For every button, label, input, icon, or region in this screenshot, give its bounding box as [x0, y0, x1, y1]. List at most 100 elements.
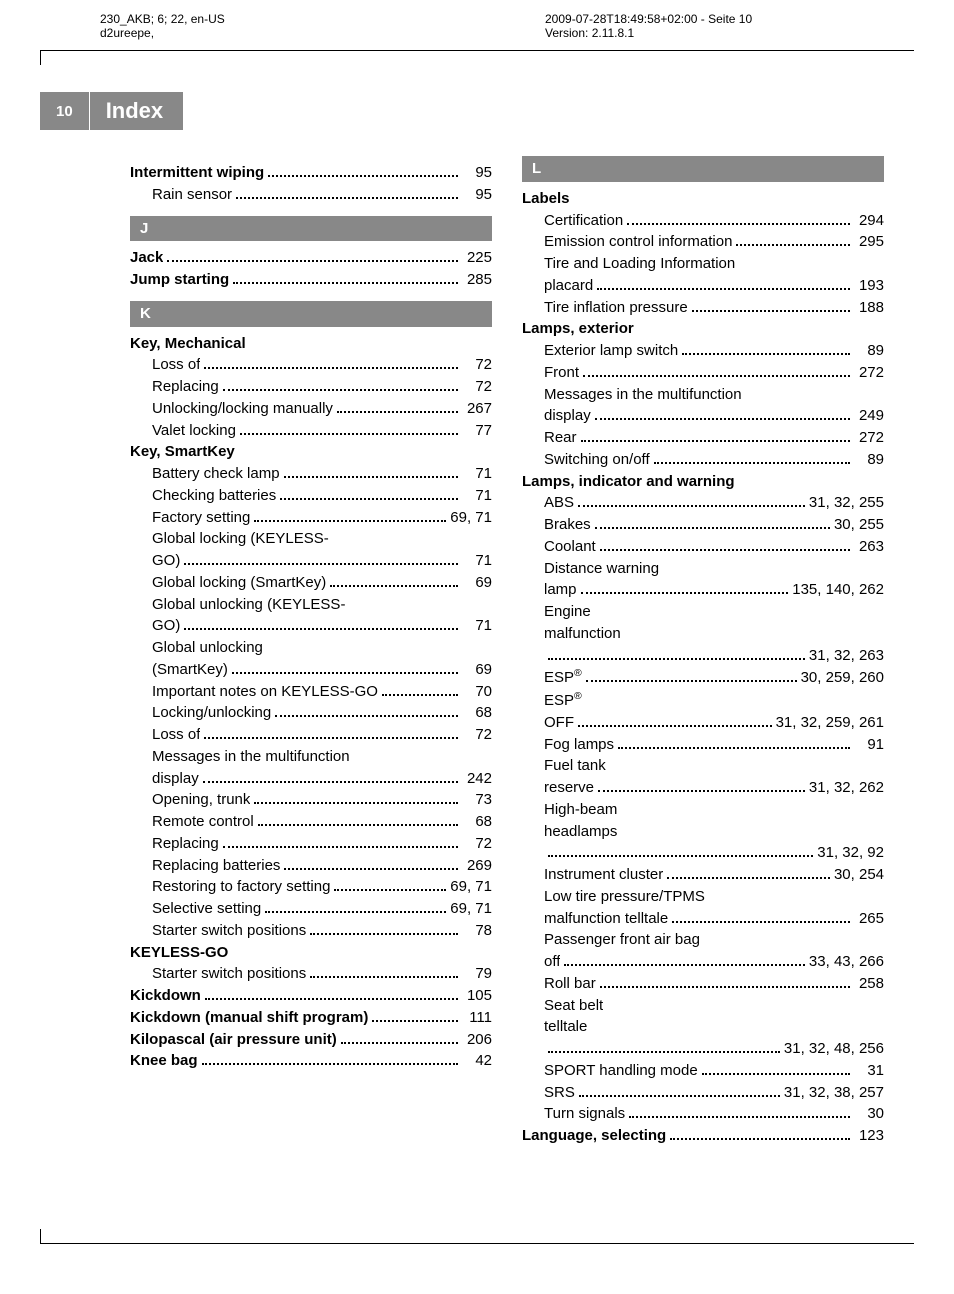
index-entry: Starter switch positions78	[130, 920, 492, 942]
index-entry-page: 263	[854, 536, 884, 558]
leader-dots	[258, 824, 458, 826]
index-entry-page: 206	[462, 1029, 492, 1051]
leader-dots	[265, 911, 446, 913]
index-entry: display242	[130, 768, 492, 790]
leader-dots	[578, 725, 772, 727]
index-entry-label: ESP®	[544, 689, 582, 712]
index-entry: Brakes30, 255	[522, 514, 884, 536]
index-entry-label: Starter switch positions	[152, 920, 306, 942]
leader-dots	[268, 175, 458, 177]
index-entry: off33, 43, 266	[522, 951, 884, 973]
index-entry: Selective setting69, 71	[130, 898, 492, 920]
index-entry-label: Certification	[544, 210, 623, 232]
index-entry-page: 265	[854, 908, 884, 930]
index-entry: Replacing72	[130, 376, 492, 398]
leader-dots	[334, 889, 446, 891]
index-entry-label: reserve	[544, 777, 594, 799]
index-entry-label: Tire inflation pressure	[544, 297, 688, 319]
index-entry-label: lamp	[544, 579, 577, 601]
index-entry: Replacing batteries269	[130, 855, 492, 877]
index-entry-label: Fog lamps	[544, 734, 614, 756]
index-entry: Jump starting285	[130, 269, 492, 291]
index-entry-label: Instrument cluster	[544, 864, 663, 886]
leader-dots	[236, 197, 458, 199]
index-entry-label: Restoring to factory setting	[152, 876, 330, 898]
index-entry: Checking batteries71	[130, 485, 492, 507]
index-entry-continuation: Low tire pressure/TPMS	[522, 886, 884, 908]
section-letter: L	[522, 156, 884, 182]
index-entry-label: OFF	[544, 712, 574, 734]
index-entry-page: 272	[854, 427, 884, 449]
index-entry-label: Selective setting	[152, 898, 261, 920]
page-number: 10	[40, 92, 89, 130]
index-entry-page: 31, 32, 255	[809, 492, 884, 514]
index-entry-label: Replacing	[152, 376, 219, 398]
index-entry: SRS31, 32, 38, 257	[522, 1082, 884, 1104]
index-entry-label: Low tire pressure/TPMS	[544, 886, 705, 908]
leader-dots	[284, 868, 458, 870]
index-entry-page: 295	[854, 231, 884, 253]
index-entry: lamp135, 140, 262	[522, 579, 884, 601]
index-entry: 31, 32, 263	[522, 645, 884, 667]
meta-right-line1: 2009-07-28T18:49:58+02:00 - Seite 10	[545, 12, 752, 26]
index-entry-label: Messages in the multifunction	[544, 384, 742, 406]
index-entry: reserve31, 32, 262	[522, 777, 884, 799]
index-entry: Coolant 263	[522, 536, 884, 558]
index-entry-label: Jack	[130, 247, 163, 269]
leader-dots	[583, 375, 850, 377]
index-entry-page: 242	[462, 768, 492, 790]
leader-dots	[548, 1051, 780, 1053]
index-entry-continuation: Passenger front air bag	[522, 929, 884, 951]
index-entry-page: 73	[462, 789, 492, 811]
index-entry-continuation: Distance warning	[522, 558, 884, 580]
leader-dots	[595, 527, 830, 529]
index-entry: Switching on/off89	[522, 449, 884, 471]
index-entry: Kickdown105	[130, 985, 492, 1007]
index-entry-page: 188	[854, 297, 884, 319]
index-entry-label: Battery check lamp	[152, 463, 280, 485]
index-entry: GO)71	[130, 615, 492, 637]
leader-dots	[280, 498, 458, 500]
index-entry-label: Rear	[544, 427, 577, 449]
index-entry-page: 79	[462, 963, 492, 985]
index-entry-page: 69, 71	[450, 876, 492, 898]
index-entry-label: telltale	[544, 1016, 587, 1038]
index-entry: Tire inflation pressure 188	[522, 297, 884, 319]
index-group-header: Lamps, indicator and warning	[522, 471, 884, 493]
index-entry-label: Seat belt	[544, 995, 603, 1017]
leader-dots	[203, 781, 458, 783]
index-entry-label: Global unlocking	[152, 637, 263, 659]
index-content: Intermittent wiping95Rain sensor95JJack2…	[130, 146, 884, 1147]
leader-dots	[627, 223, 850, 225]
index-entry-continuation: headlamps	[522, 821, 884, 843]
leader-dots	[629, 1116, 850, 1118]
meta-right-line2: Version: 2.11.8.1	[545, 26, 752, 40]
leader-dots	[223, 389, 458, 391]
index-entry-page: 285	[462, 269, 492, 291]
leader-dots	[654, 462, 850, 464]
index-entry-page: 72	[462, 354, 492, 376]
index-entry-page: 33, 43, 266	[809, 951, 884, 973]
leader-dots	[310, 976, 458, 978]
section-letter: K	[130, 301, 492, 327]
index-entry-label: Loss of	[152, 724, 200, 746]
index-entry-page: 71	[462, 615, 492, 637]
leader-dots	[598, 790, 805, 792]
index-entry: Opening, trunk73	[130, 789, 492, 811]
leader-dots	[254, 520, 446, 522]
index-entry-page: 68	[462, 702, 492, 724]
leader-dots	[600, 986, 850, 988]
index-entry-label: SRS	[544, 1082, 575, 1104]
leader-dots	[240, 433, 458, 435]
index-entry-label: Knee bag	[130, 1050, 198, 1072]
metadata-left: 230_AKB; 6; 22, en-US d2ureepe,	[100, 12, 225, 40]
index-entry-page: 69	[462, 659, 492, 681]
index-entry: 31, 32, 92	[522, 842, 884, 864]
leader-dots	[202, 1063, 458, 1065]
index-entry-label: malfunction telltale	[544, 908, 668, 930]
index-entry-page: 89	[854, 340, 884, 362]
leader-dots	[600, 549, 850, 551]
index-entry-label: Coolant	[544, 536, 596, 558]
index-entry-label: Messages in the multifunction	[152, 746, 350, 768]
leader-dots	[337, 411, 458, 413]
